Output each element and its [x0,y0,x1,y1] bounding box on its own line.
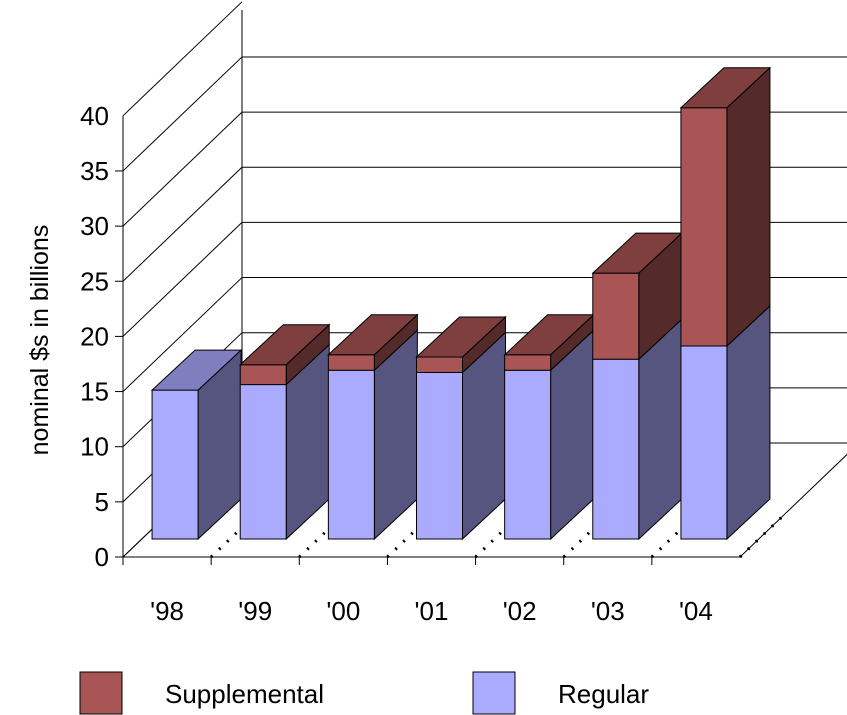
y-tick-labels: 0 5 10 15 20 25 30 35 40 [80,101,109,572]
x-tick-label: '02 [503,596,537,626]
y-tick-label: 25 [80,266,109,296]
bar-regular [328,370,374,539]
x-tick-label: '01 [415,596,449,626]
legend-label: Supplemental [165,679,324,709]
bar-supplemental [681,108,727,346]
y-tick-label: 5 [95,487,109,517]
left-wall-top-edge [123,2,242,116]
bar-supplemental [505,355,551,370]
bar-regular [417,372,463,539]
bars [152,68,770,539]
bar-regular-side [727,306,770,539]
bar-regular [593,359,639,539]
bar-supplemental [240,365,286,385]
y-axis-title: nominal $s in billions [26,225,54,456]
x-tick-labels: '98 '99 '00 '01 '02 '03 '04 [150,596,713,626]
gridline-diagonal [123,222,242,336]
bar-regular [240,385,286,539]
gridline-diagonal [123,167,242,281]
y-tick-label: 0 [95,542,109,572]
bar-supplemental [593,273,639,359]
legend: Supplemental Regular [80,672,649,714]
gridline-diagonal [123,112,242,226]
x-tick-label: '99 [238,596,272,626]
gridline-diagonal [123,57,242,171]
y-tick-label: 35 [80,156,109,186]
bar-regular [505,370,551,539]
x-tick-label: '00 [326,596,360,626]
y-tick-label: 15 [80,377,109,407]
legend-swatch [473,672,515,714]
y-tick-label: 20 [80,321,109,351]
x-tick-label: '03 [591,596,625,626]
y-tick-label: 40 [80,101,109,131]
x-tick-label: '04 [679,596,713,626]
legend-label: Regular [558,679,649,709]
bar-regular [681,346,727,539]
bar-supplemental [328,355,374,370]
y-tick-label: 30 [80,211,109,241]
y-tick-label: 10 [80,432,109,462]
legend-swatch [80,672,122,714]
bar-supplemental [417,357,463,372]
bar-regular [152,390,198,539]
bar-supplemental-side [727,68,770,346]
x-tick-label: '98 [150,596,184,626]
